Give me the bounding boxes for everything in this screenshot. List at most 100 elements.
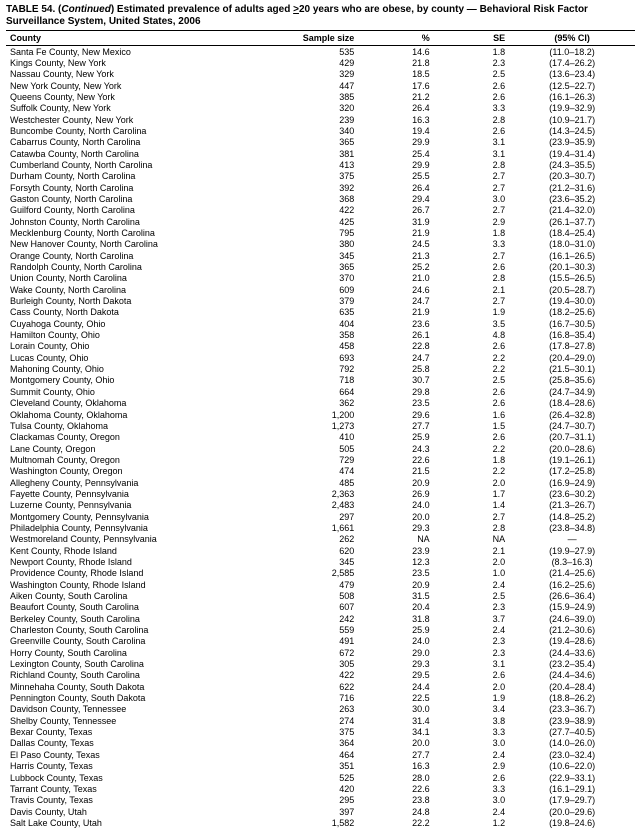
value-cell: 368 [283, 193, 358, 204]
table-body: Santa Fe County, New Mexico53514.61.8(11… [6, 46, 635, 829]
value-cell: 22.6 [358, 454, 433, 465]
value-cell: 2.7 [434, 182, 509, 193]
value-cell: 364 [283, 738, 358, 749]
value-cell: 29.3 [358, 522, 433, 533]
value-cell: 345 [283, 556, 358, 567]
table-row: Tulsa County, Oklahoma1,27327.71.5(24.7–… [6, 420, 635, 431]
value-cell: 375 [283, 171, 358, 182]
value-cell: 26.7 [358, 205, 433, 216]
value-cell: 397 [283, 806, 358, 817]
value-cell: 31.9 [358, 216, 433, 227]
ci-cell: (20.0–28.6) [509, 443, 635, 454]
ci-cell: (22.9–33.1) [509, 772, 635, 783]
value-cell: 14.6 [358, 46, 433, 58]
value-cell: 21.9 [358, 307, 433, 318]
ci-cell: (23.9–38.9) [509, 715, 635, 726]
value-cell: 609 [283, 284, 358, 295]
value-cell: 34.1 [358, 727, 433, 738]
value-cell: 505 [283, 443, 358, 454]
value-cell: 365 [283, 262, 358, 273]
value-cell: 2.3 [434, 636, 509, 647]
value-cell: 3.3 [434, 783, 509, 794]
table-row: Cuyahoga County, Ohio40423.63.5(16.7–30.… [6, 318, 635, 329]
ci-cell: (24.7–30.7) [509, 420, 635, 431]
value-cell: 491 [283, 636, 358, 647]
value-cell: 1.2 [434, 817, 509, 828]
value-cell: 20.0 [358, 738, 433, 749]
county-cell: Gaston County, North Carolina [6, 193, 283, 204]
table-row: Lexington County, South Carolina30529.33… [6, 659, 635, 670]
value-cell: 2.0 [434, 556, 509, 567]
ci-cell: (16.1–26.5) [509, 250, 635, 261]
value-cell: 25.2 [358, 262, 433, 273]
ci-cell: (16.7–30.5) [509, 318, 635, 329]
table-row: Shelby County, Tennessee27431.43.8(23.9–… [6, 715, 635, 726]
table-header-row: County Sample size % SE (95% CI) [6, 31, 635, 46]
table-row: Luzerne County, Pennsylvania2,48324.01.4… [6, 500, 635, 511]
table-row: Montgomery County, Ohio71830.72.5(25.8–3… [6, 375, 635, 386]
county-cell: Berkeley County, South Carolina [6, 613, 283, 624]
table-row: Westmoreland County, Pennsylvania262NANA… [6, 534, 635, 545]
county-cell: Union County, North Carolina [6, 273, 283, 284]
title-part2: Surveillance System, United States, 2006 [6, 16, 201, 27]
value-cell: 3.8 [434, 715, 509, 726]
ci-cell: (23.6–30.2) [509, 488, 635, 499]
county-cell: Cabarrus County, North Carolina [6, 137, 283, 148]
value-cell: 2.5 [434, 69, 509, 80]
value-cell: 26.4 [358, 103, 433, 114]
table-row: Santa Fe County, New Mexico53514.61.8(11… [6, 46, 635, 58]
value-cell: 1.4 [434, 500, 509, 511]
table-row: Cass County, North Dakota63521.91.9(18.2… [6, 307, 635, 318]
county-cell: Forsyth County, North Carolina [6, 182, 283, 193]
ci-cell: (25.8–35.6) [509, 375, 635, 386]
table-row: Washington County, Oregon47421.52.2(17.2… [6, 466, 635, 477]
value-cell: 2,363 [283, 488, 358, 499]
table-row: Mahoning County, Ohio79225.82.2(21.5–30.… [6, 364, 635, 375]
value-cell: 664 [283, 386, 358, 397]
table-row: Durham County, North Carolina37525.52.7(… [6, 171, 635, 182]
value-cell: 351 [283, 761, 358, 772]
ci-cell: (11.0–18.2) [509, 46, 635, 58]
county-cell: Cumberland County, North Carolina [6, 159, 283, 170]
table-row: Lucas County, Ohio69324.72.2(20.4–29.0) [6, 352, 635, 363]
county-cell: Lubbock County, Texas [6, 772, 283, 783]
value-cell: 2.3 [434, 647, 509, 658]
value-cell: 2.4 [434, 806, 509, 817]
table-row: Fayette County, Pennsylvania2,36326.91.7… [6, 488, 635, 499]
value-cell: 2.6 [434, 125, 509, 136]
value-cell: 2.4 [434, 625, 509, 636]
county-cell: Lexington County, South Carolina [6, 659, 283, 670]
ci-cell: (23.2–35.4) [509, 659, 635, 670]
value-cell: 1.7 [434, 488, 509, 499]
table-row: Cleveland County, Oklahoma36223.52.6(18.… [6, 398, 635, 409]
county-cell: Luzerne County, Pennsylvania [6, 500, 283, 511]
value-cell: 262 [283, 534, 358, 545]
value-cell: 22.8 [358, 341, 433, 352]
ci-cell: (19.1–26.1) [509, 454, 635, 465]
county-cell: Clackamas County, Oregon [6, 432, 283, 443]
value-cell: 425 [283, 216, 358, 227]
value-cell: 2,483 [283, 500, 358, 511]
county-cell: Shelby County, Tennessee [6, 715, 283, 726]
value-cell: 1.5 [434, 420, 509, 431]
value-cell: 27.7 [358, 749, 433, 760]
ci-cell: (21.4–25.6) [509, 568, 635, 579]
county-cell: Lucas County, Ohio [6, 352, 283, 363]
county-cell: Westmoreland County, Pennsylvania [6, 534, 283, 545]
value-cell: 274 [283, 715, 358, 726]
table-row: Oklahoma County, Oklahoma1,20029.61.6(26… [6, 409, 635, 420]
value-cell: 2.9 [434, 216, 509, 227]
county-cell: Mecklenburg County, North Carolina [6, 228, 283, 239]
value-cell: 28.0 [358, 772, 433, 783]
county-cell: Buncombe County, North Carolina [6, 125, 283, 136]
value-cell: 22.5 [358, 693, 433, 704]
value-cell: 381 [283, 148, 358, 159]
value-cell: 305 [283, 659, 358, 670]
value-cell: 21.5 [358, 466, 433, 477]
ci-cell: (24.3–35.5) [509, 159, 635, 170]
ci-cell: — [509, 534, 635, 545]
ci-cell: (20.3–30.7) [509, 171, 635, 182]
value-cell: 2.4 [434, 579, 509, 590]
table-row: Lorain County, Ohio45822.82.6(17.8–27.8) [6, 341, 635, 352]
ci-cell: (18.4–28.6) [509, 398, 635, 409]
